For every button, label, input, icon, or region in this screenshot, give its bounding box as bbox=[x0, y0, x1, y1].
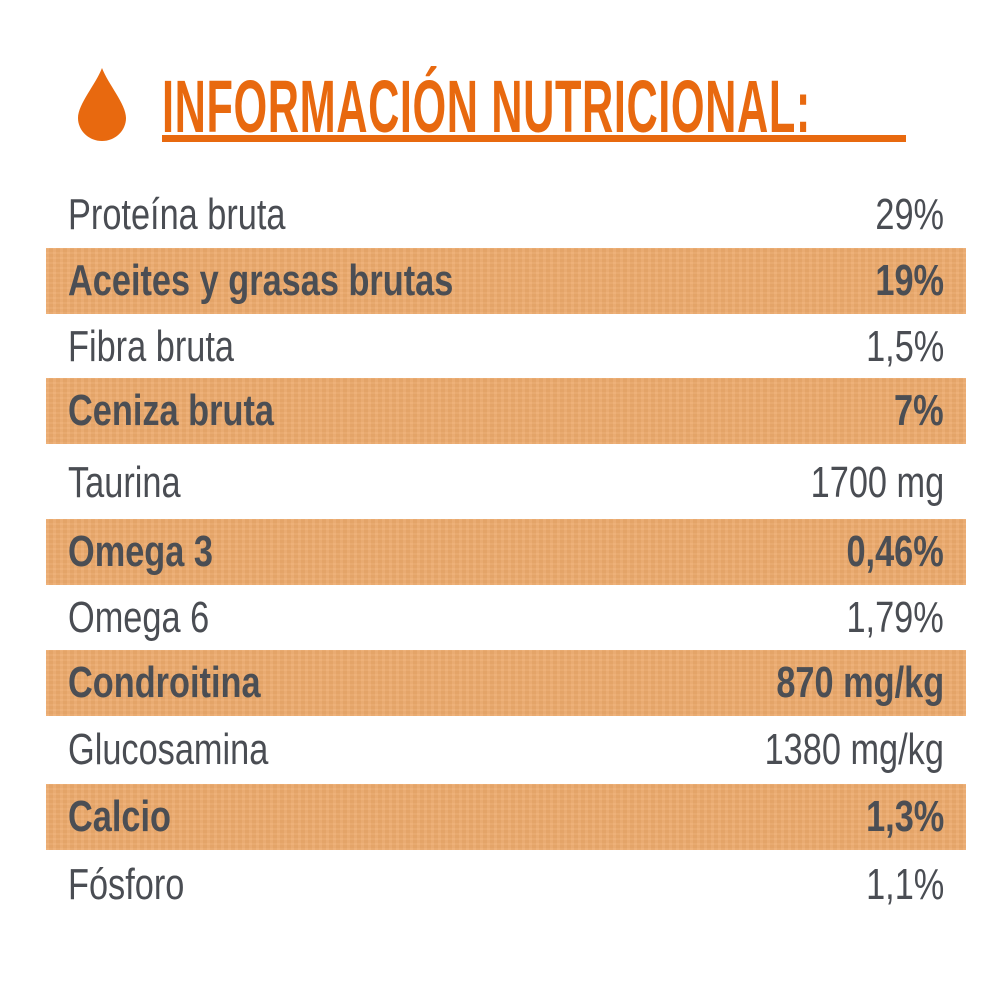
nutrient-label: Taurina bbox=[68, 458, 181, 507]
table-row: Omega 3 0,46% bbox=[46, 519, 966, 585]
title-underline bbox=[162, 135, 906, 142]
nutrient-value: 19% bbox=[875, 256, 944, 305]
table-row: Condroitina 870 mg/kg bbox=[46, 650, 966, 716]
nutrient-value: 0,46% bbox=[846, 527, 944, 576]
table-row: Proteína bruta 29% bbox=[46, 182, 966, 248]
nutrient-label: Fibra bruta bbox=[68, 322, 234, 371]
table-row: Aceites y grasas brutas 19% bbox=[46, 248, 966, 314]
table-row: Calcio 1,3% bbox=[46, 784, 966, 850]
table-row: Fibra bruta 1,5% bbox=[46, 314, 966, 380]
nutrient-label: Fósforo bbox=[68, 860, 185, 909]
nutrient-label: Calcio bbox=[68, 792, 171, 841]
nutrient-value: 1,3% bbox=[865, 792, 944, 841]
nutrient-label: Proteína bruta bbox=[68, 190, 286, 239]
table-row: Fósforo 1,1% bbox=[46, 852, 966, 918]
nutrient-value: 7% bbox=[894, 386, 944, 435]
nutrient-value: 1700 mg bbox=[810, 458, 944, 507]
nutrient-value: 1,1% bbox=[865, 860, 944, 909]
nutrient-label: Omega 6 bbox=[68, 593, 210, 642]
nutrient-value: 1380 mg/kg bbox=[764, 725, 944, 774]
nutrient-label: Omega 3 bbox=[68, 527, 213, 576]
drop-icon bbox=[78, 68, 126, 141]
table-row: Taurina 1700 mg bbox=[46, 450, 966, 516]
nutrient-value: 29% bbox=[875, 190, 944, 239]
table-row: Glucosamina 1380 mg/kg bbox=[46, 717, 966, 783]
nutrient-value: 1,5% bbox=[865, 322, 944, 371]
nutrient-label: Condroitina bbox=[68, 658, 261, 707]
nutrient-value: 870 mg/kg bbox=[776, 658, 944, 707]
nutrient-label: Aceites y grasas brutas bbox=[68, 256, 454, 305]
nutrient-value: 1,79% bbox=[846, 593, 944, 642]
nutrition-header: INFORMACIÓN NUTRICIONAL: bbox=[0, 0, 1000, 170]
nutrient-label: Glucosamina bbox=[68, 725, 269, 774]
table-row: Omega 6 1,79% bbox=[46, 585, 966, 651]
table-row: Ceniza bruta 7% bbox=[46, 378, 966, 444]
nutrient-label: Ceniza bruta bbox=[68, 386, 274, 435]
page-title: INFORMACIÓN NUTRICIONAL: bbox=[162, 65, 811, 148]
